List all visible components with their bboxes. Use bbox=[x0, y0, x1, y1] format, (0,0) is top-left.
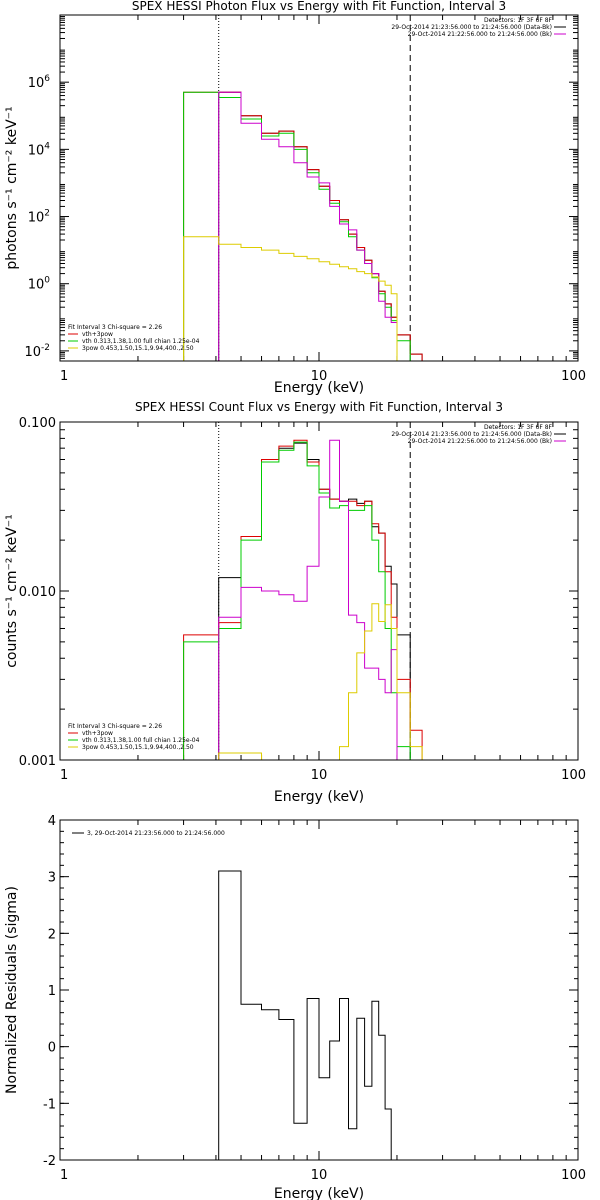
y-tick-label: 0.010 bbox=[19, 585, 56, 600]
chart-panel-1: SPEX HESSI Photon Flux vs Energy with Fi… bbox=[4, 0, 586, 396]
y-tick-label: 0.001 bbox=[19, 754, 56, 769]
plot-frame bbox=[59, 421, 579, 761]
y-tick-exponent: 6 bbox=[44, 74, 50, 84]
series-line bbox=[183, 236, 398, 361]
x-axis-label: Energy (keV) bbox=[274, 1186, 364, 1200]
x-tick-label: 10 bbox=[311, 369, 328, 384]
y-tick-label: 100 bbox=[28, 276, 51, 293]
y-tick-label: 2 bbox=[48, 927, 56, 942]
y-tick-exponent: -2 bbox=[41, 343, 50, 353]
x-axis-label: Energy (keV) bbox=[274, 380, 364, 396]
x-tick-label: 100 bbox=[561, 1168, 586, 1183]
plot-frame bbox=[59, 14, 579, 362]
legend-entry: vth+3pow bbox=[82, 730, 113, 737]
legend-entry: 29-Oct-2014 21:22:56.000 to 21:24:56.000… bbox=[408, 31, 552, 38]
legend-entry: 3pow 0.453,1.50,15.1,9.94,400.,2.50 bbox=[82, 345, 194, 352]
y-axis-label: photons s⁻¹ cm⁻² keV⁻¹ bbox=[4, 106, 20, 269]
x-axis-label: Energy (keV) bbox=[274, 789, 364, 805]
y-tick-label: 0 bbox=[48, 1041, 56, 1056]
series-line bbox=[218, 91, 398, 361]
y-tick-exponent: 4 bbox=[44, 141, 50, 151]
y-tick-exponent: 2 bbox=[44, 209, 50, 219]
legend-header: Detectors: 1F 3F 6F 8F bbox=[484, 17, 553, 24]
y-axis-label: Normalized Residuals (sigma) bbox=[4, 886, 20, 1094]
legend-entry: 29-Oct-2014 21:23:56.000 to 21:24:56.000… bbox=[391, 24, 552, 31]
chart-panel-2: SPEX HESSI Count Flux vs Energy with Fit… bbox=[4, 400, 586, 805]
chart-title: SPEX HESSI Count Flux vs Energy with Fit… bbox=[135, 400, 503, 414]
x-tick-label: 10 bbox=[311, 1168, 328, 1183]
legend-header: Detectors: 1F 3F 6F 8F bbox=[484, 424, 553, 431]
legend-entry: 29-Oct-2014 21:22:56.000 to 21:24:56.000… bbox=[408, 438, 552, 445]
series-group bbox=[183, 439, 423, 760]
legend-entry: vth 0.313,1.38,1.00 full chian 1.25e-04 bbox=[82, 338, 200, 345]
x-tick-label: 100 bbox=[561, 768, 586, 783]
series-group bbox=[218, 870, 411, 1160]
legend-entry: vth 0.313,1.38,1.00 full chian 1.25e-04 bbox=[82, 737, 200, 744]
legend-header: Fit Interval 3 Chi-square = 2.26 bbox=[68, 324, 162, 331]
series-line bbox=[183, 603, 423, 760]
chart-title: SPEX HESSI Photon Flux vs Energy with Fi… bbox=[132, 0, 506, 13]
y-tick-base: 10 bbox=[28, 211, 45, 226]
y-axis-label: counts s⁻¹ cm⁻² keV⁻¹ bbox=[4, 514, 20, 668]
legend-entry: vth+3pow bbox=[82, 331, 113, 338]
legend-entry: 3pow 0.453,1.50,15.1,9.94,400.,2.50 bbox=[82, 744, 194, 751]
y-tick-label: 0.100 bbox=[19, 416, 56, 431]
x-tick-label: 1 bbox=[60, 768, 68, 783]
y-tick-base: 10 bbox=[28, 278, 45, 293]
y-tick-label: 3 bbox=[48, 871, 56, 886]
y-tick-label: -1 bbox=[43, 1097, 56, 1112]
y-tick-base: 10 bbox=[24, 345, 41, 360]
series-line bbox=[218, 439, 398, 760]
legend-entry: 3, 29-Oct-2014 21:23:56.000 to 21:24:56.… bbox=[87, 830, 225, 837]
series-line bbox=[218, 870, 411, 1160]
chart-panel-3: 1 10 100 -2 -1 0 1 2 3 4 Energy (keV) Normalized Re… bbox=[4, 814, 586, 1200]
y-tick-base: 10 bbox=[28, 143, 45, 158]
y-tick-label: 102 bbox=[28, 209, 50, 226]
x-tick-label: 10 bbox=[311, 768, 328, 783]
x-tick-label: 1 bbox=[60, 1168, 68, 1183]
y-tick-exponent: 0 bbox=[44, 276, 50, 286]
plot-frame bbox=[59, 819, 579, 1161]
y-tick-label: 106 bbox=[28, 74, 51, 91]
y-tick-label: 104 bbox=[28, 141, 51, 158]
y-tick-label: 4 bbox=[48, 814, 56, 829]
series-group bbox=[183, 91, 435, 361]
x-tick-label: 100 bbox=[561, 369, 586, 384]
legend-entry: 29-Oct-2014 21:23:56.000 to 21:24:56.000… bbox=[391, 431, 552, 438]
x-tick-label: 1 bbox=[60, 369, 68, 384]
legend-header: Fit Interval 3 Chi-square = 2.26 bbox=[68, 723, 162, 730]
y-tick-base: 10 bbox=[28, 76, 45, 91]
y-tick-label: 1 bbox=[48, 984, 56, 999]
y-tick-label: 10-2 bbox=[24, 343, 50, 360]
series-line bbox=[183, 441, 411, 760]
y-tick-label: -2 bbox=[43, 1154, 56, 1169]
